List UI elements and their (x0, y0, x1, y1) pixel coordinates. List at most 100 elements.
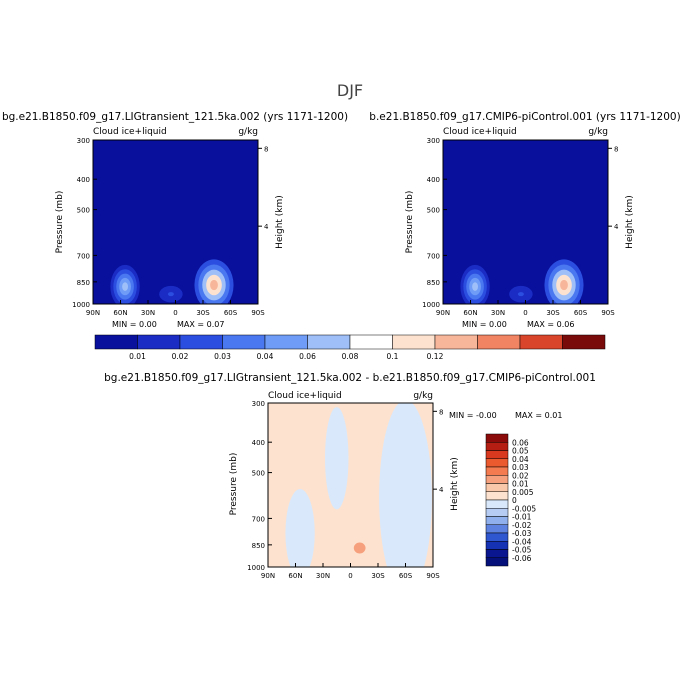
colorbar-swatch (485, 483, 509, 492)
colorbar-swatch (485, 541, 509, 550)
panel-control-title: b.e21.B1850.f09_g17.CMIP6-piControl.001 … (369, 111, 680, 123)
colorbar-label: 0.005 (512, 488, 534, 497)
colorbar-swatch (264, 334, 308, 350)
colorbar-label: 0.04 (257, 352, 274, 361)
contour-region (210, 279, 218, 291)
x-tick-label: 60S (224, 309, 238, 317)
panel-difference-plot: 90N 60N 30N 0 30S 60S 90S 300 400 500 700 850 1000 8 4 (247, 400, 444, 580)
x-tick-label: 0 (173, 309, 177, 317)
panel-control-ylabel: Pressure (mb) (405, 191, 415, 254)
panel-difference-max: MAX = 0.01 (515, 411, 562, 420)
colorbar-label: 0.08 (342, 352, 359, 361)
colorbar-swatch (485, 532, 509, 542)
y-tick-label: 1000 (247, 564, 265, 572)
y-tick-label: 1000 (422, 301, 440, 309)
colorbar-label: 0.03 (512, 463, 529, 472)
colorbar-swatch (485, 450, 509, 459)
panel-lig-max: MAX = 0.07 (177, 320, 224, 329)
x-tick-label: 90N (86, 309, 100, 317)
colorbar-swatch (485, 466, 509, 476)
colorbar-label: 0.02 (172, 352, 189, 361)
panel-control-min: MIN = 0.00 (462, 320, 507, 329)
colorbar-label: -0.06 (512, 554, 532, 563)
y2-tick-label: 4 (614, 223, 619, 231)
panel-difference-min: MIN = -0.00 (449, 411, 497, 420)
colorbar-label: 0.06 (299, 352, 316, 361)
panel-control-units-label: g/kg (588, 127, 608, 137)
contour-region (379, 403, 432, 567)
panel-control: b.e21.B1850.f09_g17.CMIP6-piControl.001 … (369, 111, 680, 329)
panel-lig-min: MIN = 0.00 (112, 320, 157, 329)
colorbar-label: 0.12 (427, 352, 444, 361)
colorbar-swatch (485, 516, 509, 525)
panel-lig-units-label: g/kg (238, 127, 258, 137)
x-tick-label: 90S (251, 309, 265, 317)
x-tick-label: 0 (348, 572, 352, 580)
x-tick-label: 60S (574, 309, 588, 317)
x-tick-label: 30S (371, 572, 385, 580)
colorbar-label: 0.01 (129, 352, 146, 361)
colorbar-swatch (485, 458, 509, 468)
x-tick-label: 90N (436, 309, 450, 317)
colorbar-swatch (485, 499, 509, 509)
y-tick-label: 700 (252, 515, 265, 523)
x-tick-label: 60N (463, 309, 477, 317)
colorbar-swatch (137, 334, 181, 350)
colorbar-swatch (485, 475, 509, 484)
x-tick-label: 30S (196, 309, 210, 317)
y-tick-label: 850 (77, 279, 90, 287)
y-tick-label: 850 (427, 279, 440, 287)
colorbar-label: -0.05 (512, 546, 532, 555)
y-tick-label: 400 (77, 176, 90, 184)
y-tick-label: 1000 (72, 301, 90, 309)
colorbar-swatch (485, 557, 509, 567)
colorbar-label: 0.02 (512, 471, 529, 480)
panel-lig: bg.e21.B1850.f09_g17.LIGtransient_121.5k… (2, 111, 348, 329)
y-tick-label: 700 (77, 252, 90, 260)
panel-difference: bg.e21.B1850.f09_g17.LIGtransient_121.5k… (104, 372, 596, 580)
contour-field (443, 140, 608, 304)
x-tick-label: 90N (261, 572, 275, 580)
colorbar-swatch (519, 334, 563, 350)
panel-difference-title: bg.e21.B1850.f09_g17.LIGtransient_121.5k… (104, 372, 596, 384)
colorbar-label: 0.06 (512, 438, 529, 447)
panel-control-variable-label: Cloud ice+liquid (443, 127, 517, 137)
panel-difference-ylabel: Pressure (mb) (229, 453, 239, 516)
contour-field (93, 140, 258, 304)
x-tick-label: 30S (546, 309, 560, 317)
panel-lig-title: bg.e21.B1850.f09_g17.LIGtransient_121.5k… (2, 111, 348, 123)
contour-region (122, 282, 129, 291)
colorbar-swatch (485, 442, 509, 451)
y-tick-label: 500 (77, 207, 90, 215)
figure-title: DJF (337, 81, 363, 100)
colorbar-label: -0.03 (512, 529, 532, 538)
x-tick-label: 60N (288, 572, 302, 580)
x-tick-label: 60N (113, 309, 127, 317)
y-tick-label: 300 (77, 137, 90, 145)
x-tick-label: 0 (523, 309, 527, 317)
contour-region (517, 292, 524, 297)
y-tick-label: 500 (252, 470, 265, 478)
y2-tick-label: 4 (439, 486, 444, 494)
panel-difference-variable-label: Cloud ice+liquid (268, 391, 342, 401)
x-tick-label: 30N (141, 309, 155, 317)
y-tick-label: 300 (252, 400, 265, 408)
colorbar-difference: 0.060.050.040.030.020.010.0050-0.005-0.0… (485, 433, 536, 567)
y-tick-label: 400 (427, 176, 440, 184)
panel-difference-units-label: g/kg (413, 391, 433, 401)
contour-region (285, 488, 315, 567)
colorbar-label: -0.01 (512, 513, 532, 522)
colorbar-swatch (307, 334, 351, 350)
panel-difference-y2label: Height (km) (450, 457, 460, 511)
contour-field (268, 403, 433, 567)
contour-region (560, 279, 568, 291)
contour-region (167, 292, 174, 297)
colorbar-swatch (392, 334, 436, 350)
y2-tick-label: 8 (614, 145, 618, 153)
colorbar-swatch (485, 508, 509, 517)
y-tick-label: 850 (252, 542, 265, 550)
colorbar-swatch (222, 334, 266, 350)
y-tick-label: 500 (427, 207, 440, 215)
panel-control-max: MAX = 0.06 (527, 320, 574, 329)
x-tick-label: 90S (426, 572, 440, 580)
